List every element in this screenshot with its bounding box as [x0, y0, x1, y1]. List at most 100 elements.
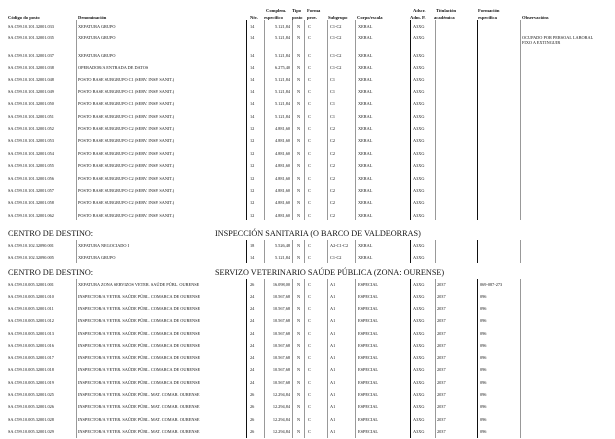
cell-tipo: N — [297, 200, 301, 205]
cell-complemento: 5.121,84 — [274, 255, 290, 260]
column-divider — [327, 279, 328, 438]
cell-subgrupo: A1 — [330, 343, 336, 348]
column-divider — [477, 279, 478, 438]
cell-complemento: 10.567,68 — [272, 355, 290, 360]
cell-codigo: SA.C99.10.101.32001.037 — [8, 53, 54, 58]
cell-complemento: 5.121,84 — [274, 24, 290, 29]
cell-forma: C — [308, 318, 311, 323]
cell-forma: C — [308, 355, 311, 360]
cell-codigo: SA.C99.10.101.32001.056 — [8, 176, 54, 181]
cell-denominacion: POSTO BASE SUBGRUPO C1 (SERV. INSP. SANI… — [78, 77, 175, 82]
cell-formacion: 096 — [480, 306, 487, 311]
cell-titulacion: 2037 — [437, 404, 446, 409]
cell-tipo: N — [297, 138, 301, 143]
cell-subgrupo: A1 — [330, 331, 336, 336]
column-divider — [264, 279, 265, 438]
cell-corpo: XERAL — [358, 53, 373, 58]
cell-complemento: 10.567,68 — [272, 331, 290, 336]
cell-forma: C — [308, 404, 311, 409]
cell-nivel: 18 — [250, 243, 255, 248]
cell-corpo: ESPECIAL — [358, 380, 379, 385]
column-divider — [304, 279, 305, 438]
cell-adscr: A3XG — [413, 404, 425, 409]
cell-tipo: N — [297, 213, 301, 218]
header-titulacion-1: Titulación — [436, 8, 457, 13]
cell-denominacion: XEFATURA GRUPO — [78, 53, 116, 58]
cell-codigo: SA.C99.10.101.32001.058 — [8, 200, 54, 205]
cell-codigo: SA.C99.10.005.32001.012 — [8, 318, 54, 323]
cell-complemento: 12.294,84 — [272, 392, 290, 397]
cell-denominacion: INSPECTOR/A VETER. SAÚDE PÚBL. COMARCA D… — [78, 380, 201, 385]
cell-complemento: 4.881,60 — [274, 200, 290, 205]
cell-adscr: A3XG — [413, 138, 425, 143]
cell-titulacion: 2037 — [437, 343, 446, 348]
cell-subgrupo: C2 — [330, 200, 336, 205]
cell-denominacion: POSTO BASE SUBGRUPO C2 (SERV. INSP. SANI… — [78, 188, 175, 193]
column-divider — [327, 20, 328, 220]
cell-subgrupo: C1 — [330, 101, 336, 106]
cell-subgrupo: C2 — [330, 188, 336, 193]
cell-complemento: 10.567,68 — [272, 367, 290, 372]
cell-forma: C — [308, 200, 311, 205]
column-divider — [304, 240, 305, 263]
cell-denominacion: XEFATURA NEGOCIADO I — [78, 243, 130, 248]
cell-nivel: 26 — [250, 404, 255, 409]
cell-codigo: SA.C99.10.102.32090.001 — [8, 243, 54, 248]
cell-adscr: A3XG — [413, 392, 425, 397]
cell-complemento: 5.526,48 — [274, 243, 290, 248]
section-label: CENTRO DE DESTINO: — [8, 229, 94, 238]
column-divider — [435, 279, 436, 438]
cell-denominacion: POSTO BASE SUBGRUPO C2 (SERV. INSP. SANI… — [78, 213, 175, 218]
cell-formacion: 096 — [480, 294, 487, 299]
cell-codigo: SA.C99.10.101.32001.052 — [8, 126, 54, 131]
cell-denominacion: POSTO BASE SUBGRUPO C1 (SERV. INSP. SANI… — [78, 114, 175, 119]
cell-adscr: A3XG — [413, 429, 425, 434]
cell-tipo: N — [297, 367, 301, 372]
cell-complemento: 4.881,60 — [274, 151, 290, 156]
cell-corpo: XERAL — [358, 138, 373, 143]
cell-tipo: N — [297, 429, 301, 434]
header-forma-1: Forma — [307, 8, 321, 13]
cell-forma: C — [308, 89, 311, 94]
cell-codigo: SA.C99.10.005.32001.018 — [8, 367, 54, 372]
cell-codigo: SA.C99.10.005.32001.001 — [8, 282, 54, 287]
cell-titulacion: 2037 — [437, 417, 446, 422]
cell-adscr: A3XG — [413, 163, 425, 168]
cell-subgrupo: A1 — [330, 306, 336, 311]
cell-subgrupo: C1 — [330, 89, 336, 94]
cell-nivel: 12 — [250, 138, 255, 143]
column-divider — [520, 279, 521, 438]
cell-subgrupo: C2 — [330, 176, 336, 181]
cell-adscr: A3XG — [413, 151, 425, 156]
cell-titulacion: 2037 — [437, 429, 446, 434]
cell-tipo: N — [297, 294, 301, 299]
column-divider — [435, 240, 436, 263]
cell-tipo: N — [297, 151, 301, 156]
cell-codigo: SA.C99.10.101.32001.054 — [8, 151, 54, 156]
cell-codigo: SA.C99.10.101.32001.053 — [8, 138, 54, 143]
cell-corpo: XERAL — [358, 243, 373, 248]
column-divider — [520, 240, 521, 263]
cell-codigo: SA.C99.10.101.32001.033 — [8, 24, 54, 29]
cell-forma: C — [308, 255, 311, 260]
cell-tipo: N — [297, 101, 301, 106]
cell-codigo: SA.C99.10.101.32001.049 — [8, 89, 54, 94]
column-divider — [410, 20, 411, 220]
column-divider — [76, 279, 77, 438]
cell-complemento: 5.121,84 — [274, 77, 290, 82]
cell-tipo: N — [297, 24, 301, 29]
cell-adscr: A3XG — [413, 282, 425, 287]
column-divider — [264, 240, 265, 263]
cell-denominacion: POSTO BASE SUBGRUPO C2 (SERV. INSP. SANI… — [78, 126, 175, 131]
cell-nivel: 24 — [250, 306, 255, 311]
cell-nivel: 26 — [250, 429, 255, 434]
cell-corpo: ESPECIAL — [358, 331, 379, 336]
cell-corpo: ESPECIAL — [358, 429, 379, 434]
column-divider — [246, 240, 247, 263]
cell-subgrupo: C1-C2 — [330, 35, 342, 40]
cell-adscr: A3XG — [413, 294, 425, 299]
cell-subgrupo: C1-C2 — [330, 24, 342, 29]
cell-corpo: XERAL — [358, 126, 373, 131]
cell-tipo: N — [297, 126, 301, 131]
cell-adscr: A3XG — [413, 176, 425, 181]
